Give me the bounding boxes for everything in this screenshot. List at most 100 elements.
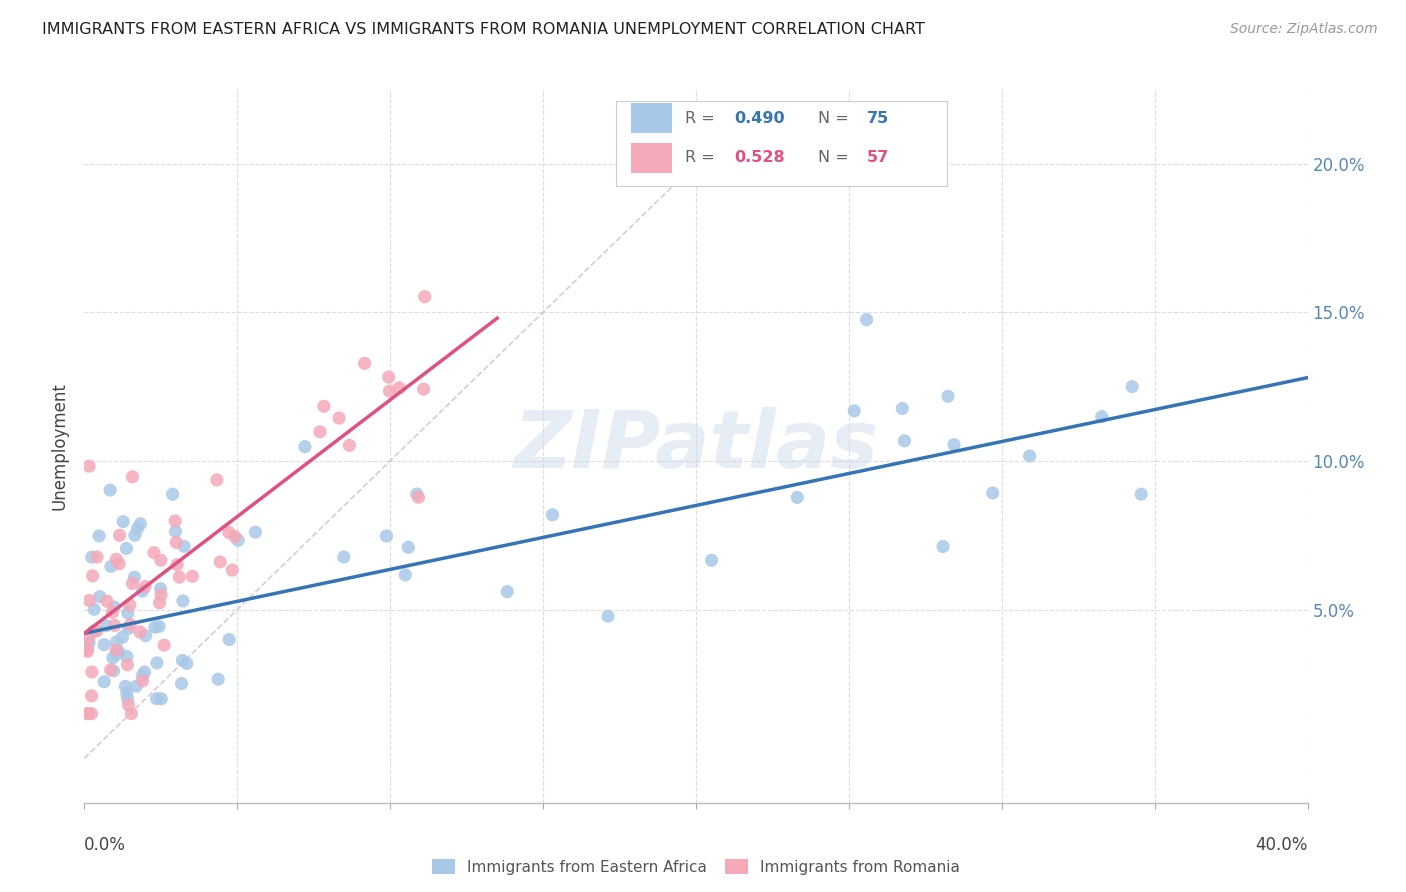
Text: R =: R = [685, 151, 720, 165]
Point [112, 515, 135, 529]
Point [936, 389, 959, 403]
Text: N =: N = [818, 111, 855, 126]
Point [166, 558, 188, 572]
Text: 0.0%: 0.0% [84, 836, 127, 854]
Point [145, 691, 167, 706]
Text: 57: 57 [868, 151, 890, 165]
Point [93, 674, 115, 689]
Point [377, 370, 399, 384]
Point [76, 642, 98, 657]
Text: ZIPatlas: ZIPatlas [513, 407, 879, 485]
Point [129, 516, 152, 531]
Point [143, 546, 166, 560]
Point [148, 619, 170, 633]
Point [932, 540, 955, 554]
Point [103, 664, 125, 678]
Point [1018, 449, 1040, 463]
Point [115, 541, 138, 556]
Point [165, 535, 187, 549]
Point [167, 570, 190, 584]
Point [496, 584, 519, 599]
Point [170, 676, 193, 690]
Point [134, 665, 156, 679]
Text: IMMIGRANTS FROM EASTERN AFRICA VS IMMIGRANTS FROM ROMANIA UNEMPLOYMENT CORRELATI: IMMIGRANTS FROM EASTERN AFRICA VS IMMIGR… [42, 22, 925, 37]
Point [339, 438, 361, 452]
Point [93, 638, 115, 652]
Bar [631, 143, 672, 173]
Point [333, 549, 356, 564]
Text: Source: ZipAtlas.com: Source: ZipAtlas.com [1230, 22, 1378, 37]
Point [943, 438, 966, 452]
Point [89, 590, 111, 604]
Y-axis label: Unemployment: Unemployment [51, 382, 69, 510]
Point [176, 657, 198, 671]
Point [114, 679, 136, 693]
Bar [631, 103, 672, 133]
Point [412, 382, 434, 396]
Point [294, 440, 316, 454]
Point [117, 698, 139, 712]
Point [700, 553, 723, 567]
Point [541, 508, 564, 522]
Point [149, 582, 172, 596]
Text: 0.490: 0.490 [734, 111, 785, 126]
Point [312, 399, 335, 413]
FancyBboxPatch shape [616, 102, 946, 186]
Point [100, 663, 122, 677]
Point [413, 290, 436, 304]
Text: 40.0%: 40.0% [1256, 836, 1308, 854]
Text: N =: N = [818, 151, 855, 165]
Point [115, 649, 138, 664]
Point [105, 643, 128, 657]
Legend: Immigrants from Eastern Africa, Immigrants from Romania: Immigrants from Eastern Africa, Immigran… [426, 853, 966, 880]
Point [173, 539, 195, 553]
Point [124, 570, 146, 584]
Point [96, 618, 118, 632]
Point [111, 630, 134, 644]
Point [135, 629, 157, 643]
Point [172, 594, 194, 608]
Point [218, 632, 240, 647]
Text: 0.528: 0.528 [734, 151, 785, 165]
Point [117, 606, 139, 620]
Point [83, 624, 105, 638]
Point [80, 550, 103, 565]
Point [893, 434, 915, 448]
Point [224, 530, 246, 544]
Point [96, 594, 118, 608]
Point [76, 644, 98, 658]
Point [120, 706, 142, 721]
Point [1091, 409, 1114, 424]
Point [105, 635, 128, 649]
Point [388, 381, 411, 395]
Point [375, 529, 398, 543]
Point [104, 618, 127, 632]
Point [131, 669, 153, 683]
Point [134, 580, 156, 594]
Point [891, 401, 914, 416]
Point [76, 706, 98, 721]
Point [786, 491, 808, 505]
Point [80, 706, 103, 721]
Point [146, 656, 169, 670]
Point [245, 525, 267, 540]
Point [353, 356, 375, 370]
Point [82, 569, 104, 583]
Point [165, 524, 187, 539]
Point [153, 638, 176, 652]
Point [118, 598, 141, 612]
Point [121, 576, 143, 591]
Point [87, 529, 110, 543]
Point [209, 555, 232, 569]
Point [981, 486, 1004, 500]
Point [396, 541, 419, 555]
Point [125, 679, 148, 693]
Point [103, 599, 125, 614]
Point [77, 635, 100, 649]
Point [394, 568, 416, 582]
Point [596, 609, 619, 624]
Point [80, 665, 103, 679]
Point [108, 557, 131, 571]
Point [86, 549, 108, 564]
Point [1121, 379, 1143, 393]
